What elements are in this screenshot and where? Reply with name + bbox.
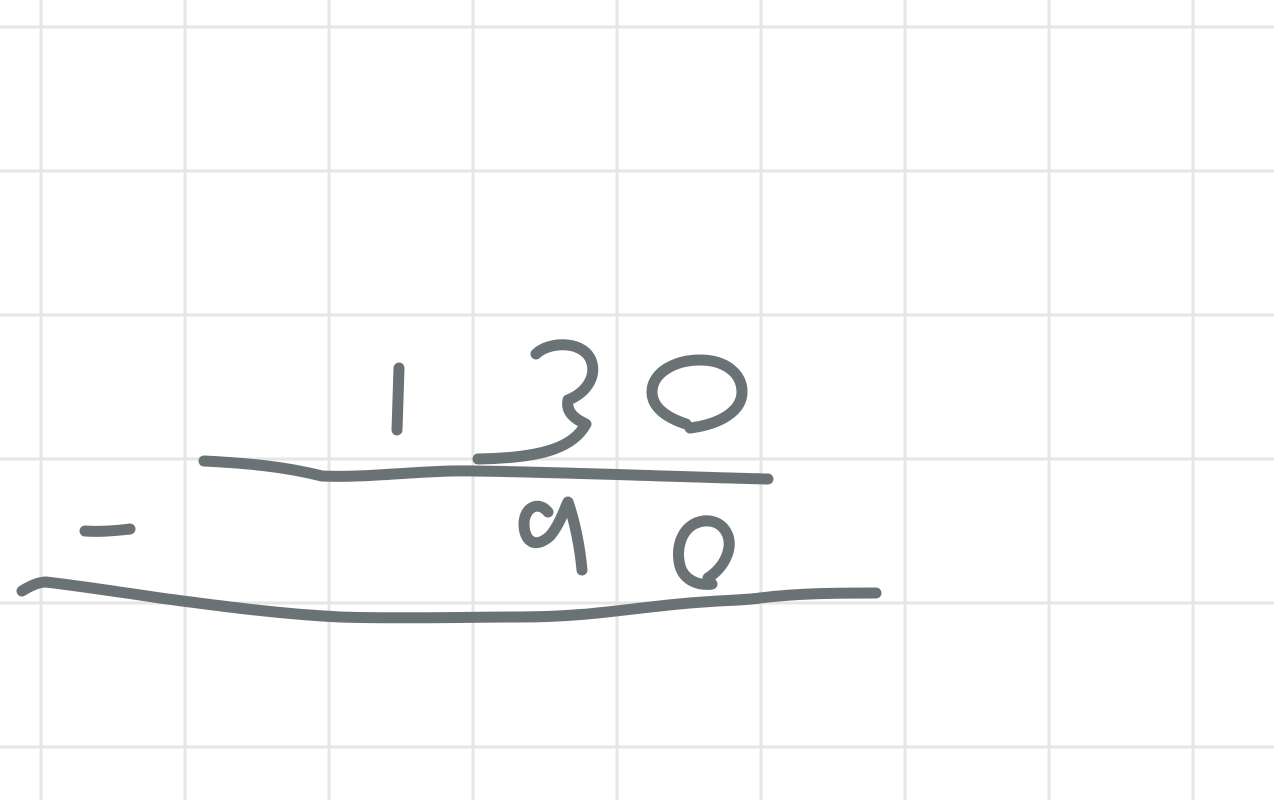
digit-3: [472, 339, 599, 465]
minus-sign: [79, 523, 136, 537]
digit-0: [673, 515, 735, 590]
digit-0: [646, 354, 748, 434]
upper-line: [198, 455, 774, 485]
digit-9: [518, 496, 588, 576]
subtrahend-number: [518, 496, 735, 590]
handwritten-strokes: [16, 339, 882, 624]
digit-1: [391, 362, 405, 436]
answer-line: [16, 576, 882, 624]
minuend-number: [391, 339, 748, 465]
